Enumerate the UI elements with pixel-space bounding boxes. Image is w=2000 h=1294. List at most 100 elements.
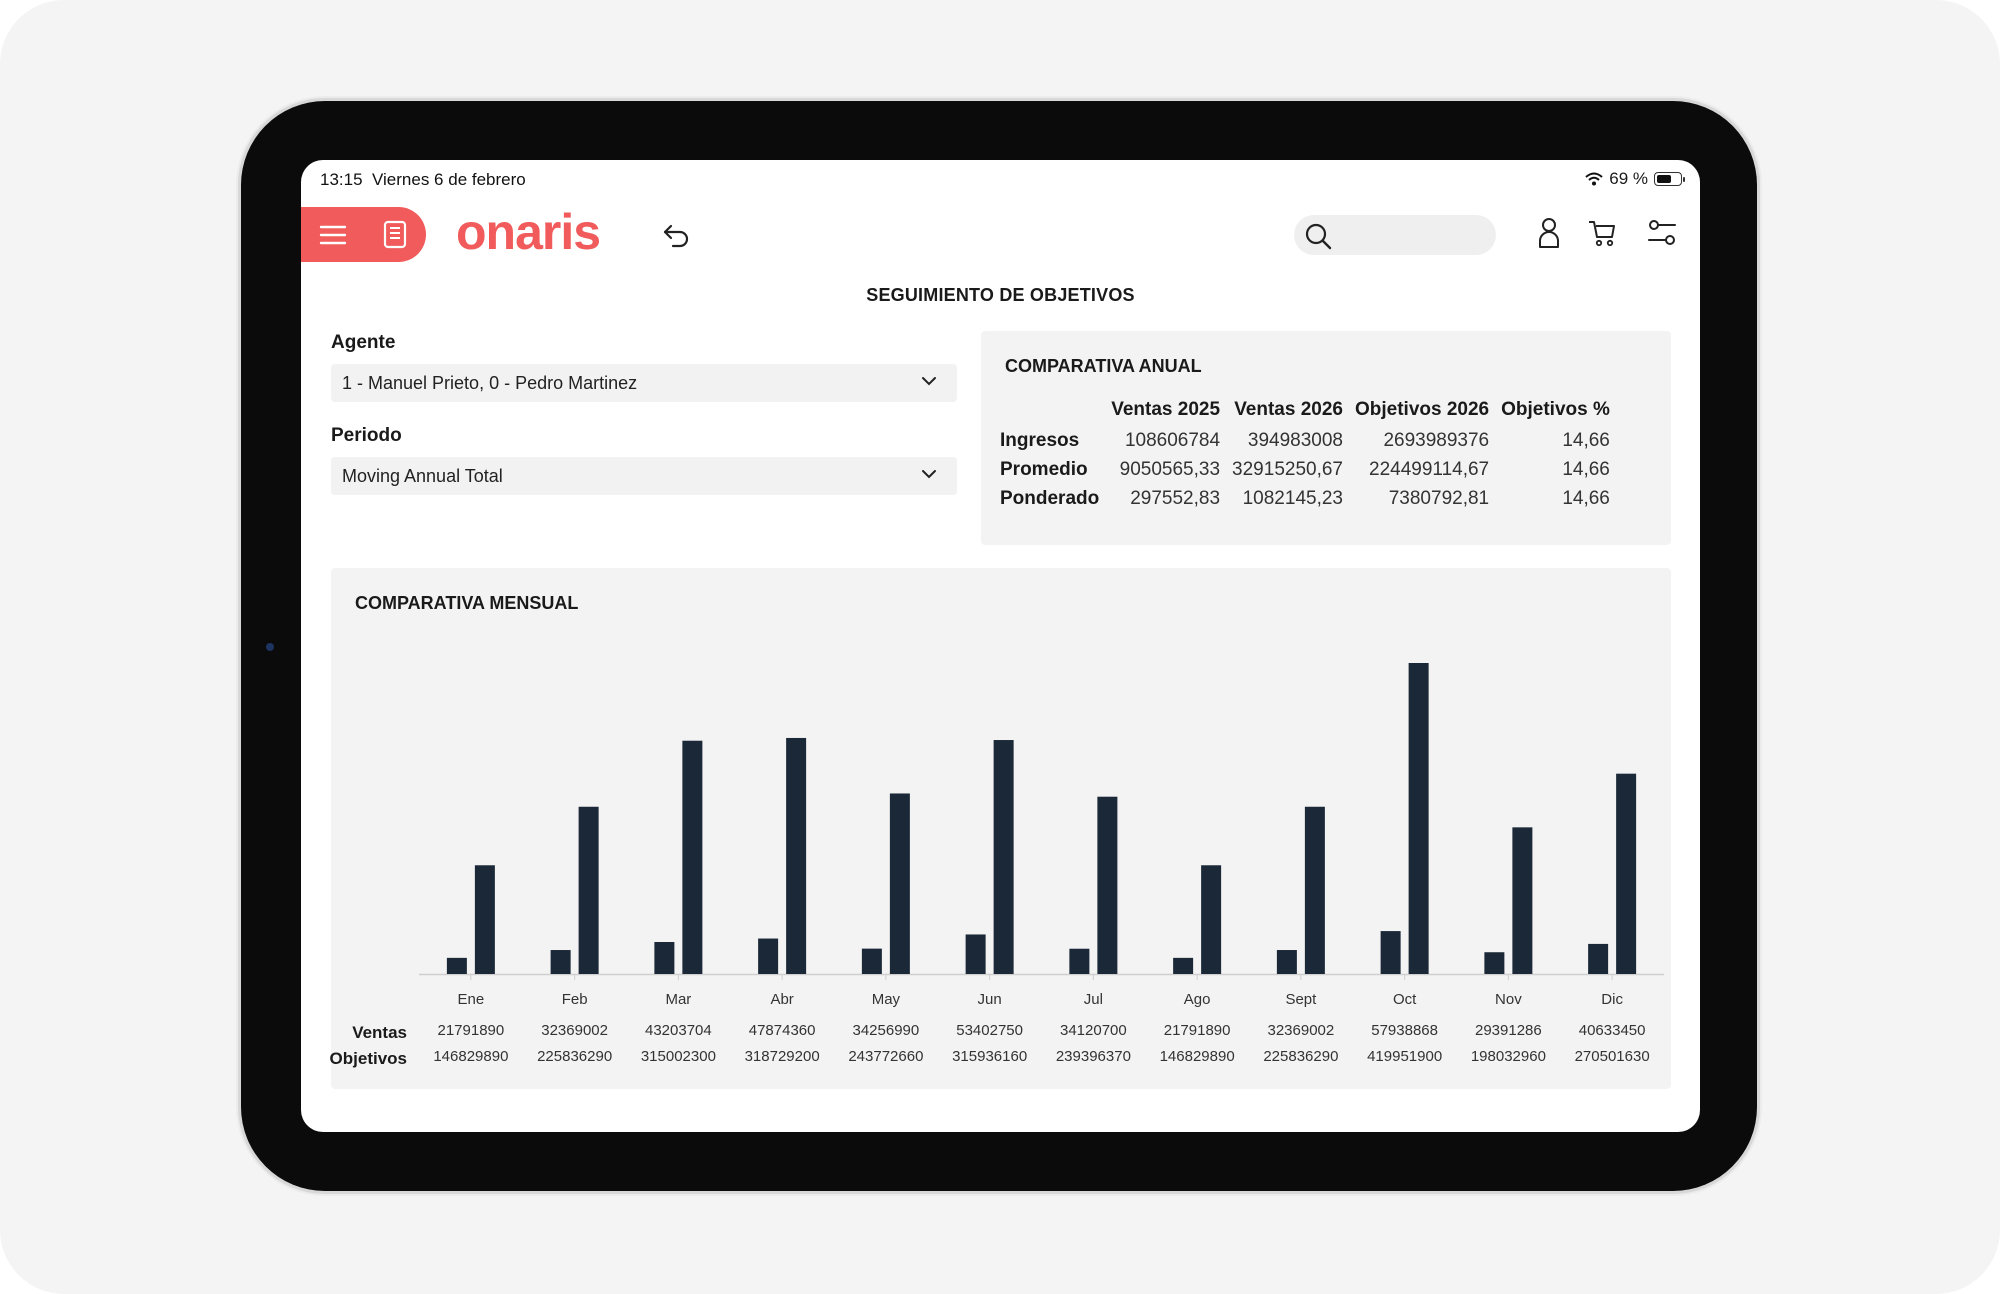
col-header: Ventas 2025 bbox=[1111, 399, 1221, 420]
objetivos-value: 419951900 bbox=[1367, 1048, 1443, 1065]
table-cell: 14,66 bbox=[1562, 459, 1610, 480]
period-select[interactable]: Moving Annual Total bbox=[331, 457, 957, 495]
bar-objetivos-ago[interactable] bbox=[1201, 865, 1222, 974]
x-tick-label: Dic bbox=[1601, 991, 1623, 1008]
battery-percent: 69 % bbox=[1609, 169, 1648, 188]
x-tick-label: Oct bbox=[1392, 991, 1417, 1008]
period-label: Periodo bbox=[331, 425, 402, 446]
table-cell: 108606784 bbox=[1124, 430, 1221, 451]
ventas-value: 34120700 bbox=[1060, 1022, 1127, 1039]
front-camera bbox=[266, 643, 274, 651]
cart-icon[interactable] bbox=[1587, 217, 1617, 249]
ventas-value: 53402750 bbox=[956, 1022, 1023, 1039]
row-label: Ingresos bbox=[1000, 430, 1080, 451]
row-label: Ponderado bbox=[1000, 488, 1100, 509]
table-row: Promedio 9050565,33 32915250,67 22449911… bbox=[1000, 456, 1610, 485]
objetivos-value: 198032960 bbox=[1470, 1048, 1546, 1065]
agent-label: Agente bbox=[331, 332, 396, 353]
ventas-value: 21791890 bbox=[437, 1022, 505, 1039]
status-time: 13:15 bbox=[320, 170, 363, 189]
user-icon[interactable] bbox=[1537, 217, 1561, 249]
bar-ventas-sept[interactable] bbox=[1276, 950, 1297, 974]
bar-ventas-jul[interactable] bbox=[1069, 948, 1090, 974]
table-cell: 297552,83 bbox=[1130, 488, 1221, 509]
bar-objetivos-may[interactable] bbox=[889, 793, 910, 974]
objetivos-value: 315002300 bbox=[640, 1048, 716, 1065]
objetivos-value: 270501630 bbox=[1574, 1048, 1650, 1065]
menu-icon[interactable] bbox=[318, 220, 348, 250]
bar-ventas-feb[interactable] bbox=[550, 950, 571, 974]
status-bar-right: 69 % bbox=[1585, 169, 1685, 189]
period-select-value: Moving Annual Total bbox=[342, 466, 503, 486]
app-screen: 13:15 Viernes 6 de febrero 69 % onaris bbox=[301, 160, 1700, 1132]
chevron-down-icon[interactable] bbox=[921, 469, 937, 479]
bar-ventas-may[interactable] bbox=[861, 948, 882, 974]
battery-icon bbox=[1654, 172, 1685, 186]
objetivos-value: 318729200 bbox=[744, 1048, 820, 1065]
bar-objetivos-jun[interactable] bbox=[993, 740, 1014, 974]
search-icon[interactable] bbox=[1304, 222, 1332, 250]
search-input[interactable] bbox=[1340, 215, 1489, 257]
x-tick-label: Ene bbox=[457, 991, 485, 1008]
chevron-down-icon[interactable] bbox=[921, 376, 937, 386]
objetivos-value: 146829890 bbox=[433, 1048, 509, 1065]
search-bar[interactable] bbox=[1294, 215, 1496, 257]
catalog-icon[interactable] bbox=[381, 220, 409, 250]
table-row: Ingresos 108606784 394983008 2693989376 … bbox=[1000, 427, 1610, 456]
bar-ventas-abr[interactable] bbox=[758, 938, 779, 974]
col-header: Objetivos % bbox=[1501, 399, 1610, 420]
col-header: Objetivos 2026 bbox=[1355, 399, 1490, 420]
ventas-value: 29391286 bbox=[1475, 1022, 1542, 1039]
ventas-value: 32369002 bbox=[541, 1022, 608, 1039]
annual-table-header: Ventas 2025 Ventas 2026 Objetivos 2026 O… bbox=[1000, 399, 1610, 427]
bar-objetivos-oct[interactable] bbox=[1408, 663, 1429, 974]
bar-objetivos-abr[interactable] bbox=[786, 737, 807, 974]
annual-table: Ventas 2025 Ventas 2026 Objetivos 2026 O… bbox=[1000, 399, 1610, 514]
monthly-title: COMPARATIVA MENSUAL bbox=[355, 593, 579, 613]
x-tick-label: Jul bbox=[1083, 991, 1103, 1008]
bar-ventas-oct[interactable] bbox=[1380, 931, 1401, 974]
settings-icon[interactable] bbox=[1646, 217, 1678, 249]
monthly-comparison-card: COMPARATIVA MENSUAL Ventas Objetivos Ene… bbox=[330, 568, 1671, 1089]
bar-ventas-jun[interactable] bbox=[965, 934, 986, 974]
bar-objetivos-nov[interactable] bbox=[1512, 827, 1533, 974]
bar-ventas-ago[interactable] bbox=[1173, 957, 1194, 974]
bar-objetivos-jul[interactable] bbox=[1097, 796, 1118, 974]
bar-objetivos-ene[interactable] bbox=[474, 865, 495, 974]
x-tick-label: Jun bbox=[977, 991, 1002, 1008]
x-tick-label: Feb bbox=[561, 991, 588, 1008]
bar-objetivos-dic[interactable] bbox=[1616, 773, 1637, 974]
table-row: Ponderado 297552,83 1082145,23 7380792,8… bbox=[1000, 485, 1610, 514]
bar-ventas-nov[interactable] bbox=[1484, 952, 1505, 974]
ventas-value: 40633450 bbox=[1578, 1022, 1646, 1039]
x-tick-label: Mar bbox=[665, 991, 692, 1008]
bar-ventas-mar[interactable] bbox=[654, 942, 675, 974]
x-tick-label: Ago bbox=[1183, 991, 1211, 1008]
ventas-value: 32369002 bbox=[1267, 1022, 1335, 1039]
bar-objetivos-mar[interactable] bbox=[682, 740, 703, 974]
ventas-value: 21791890 bbox=[1163, 1022, 1231, 1039]
ventas-value: 34256990 bbox=[852, 1022, 920, 1039]
objetivos-value: 225836290 bbox=[1263, 1048, 1339, 1065]
table-cell: 32915250,67 bbox=[1232, 459, 1343, 480]
annual-corner-cell bbox=[1000, 399, 1099, 427]
bar-ventas-dic[interactable] bbox=[1588, 943, 1609, 974]
table-cell: 9050565,33 bbox=[1119, 459, 1221, 480]
objetivos-value: 315936160 bbox=[952, 1048, 1028, 1065]
table-cell: 2693989376 bbox=[1383, 430, 1490, 451]
bar-ventas-ene[interactable] bbox=[446, 957, 467, 974]
bar-objetivos-feb[interactable] bbox=[578, 806, 599, 974]
bar-objetivos-sept[interactable] bbox=[1304, 806, 1325, 974]
row-label: Promedio bbox=[1000, 459, 1088, 480]
agent-select-value: 1 - Manuel Prieto, 0 - Pedro Martinez bbox=[342, 373, 638, 393]
ventas-row-label: Ventas bbox=[352, 1023, 407, 1042]
wifi-icon bbox=[1585, 172, 1603, 186]
agent-select[interactable]: 1 - Manuel Prieto, 0 - Pedro Martinez bbox=[331, 364, 957, 402]
monthly-bar-chart bbox=[419, 663, 1664, 980]
objetivos-value: 225836290 bbox=[537, 1048, 613, 1065]
x-tick-label: May bbox=[871, 991, 901, 1008]
objetivos-value: 243772660 bbox=[848, 1048, 924, 1065]
x-tick-label: Sept bbox=[1285, 991, 1317, 1008]
back-icon[interactable] bbox=[661, 222, 691, 248]
onaris-logo[interactable]: onaris bbox=[456, 204, 601, 260]
